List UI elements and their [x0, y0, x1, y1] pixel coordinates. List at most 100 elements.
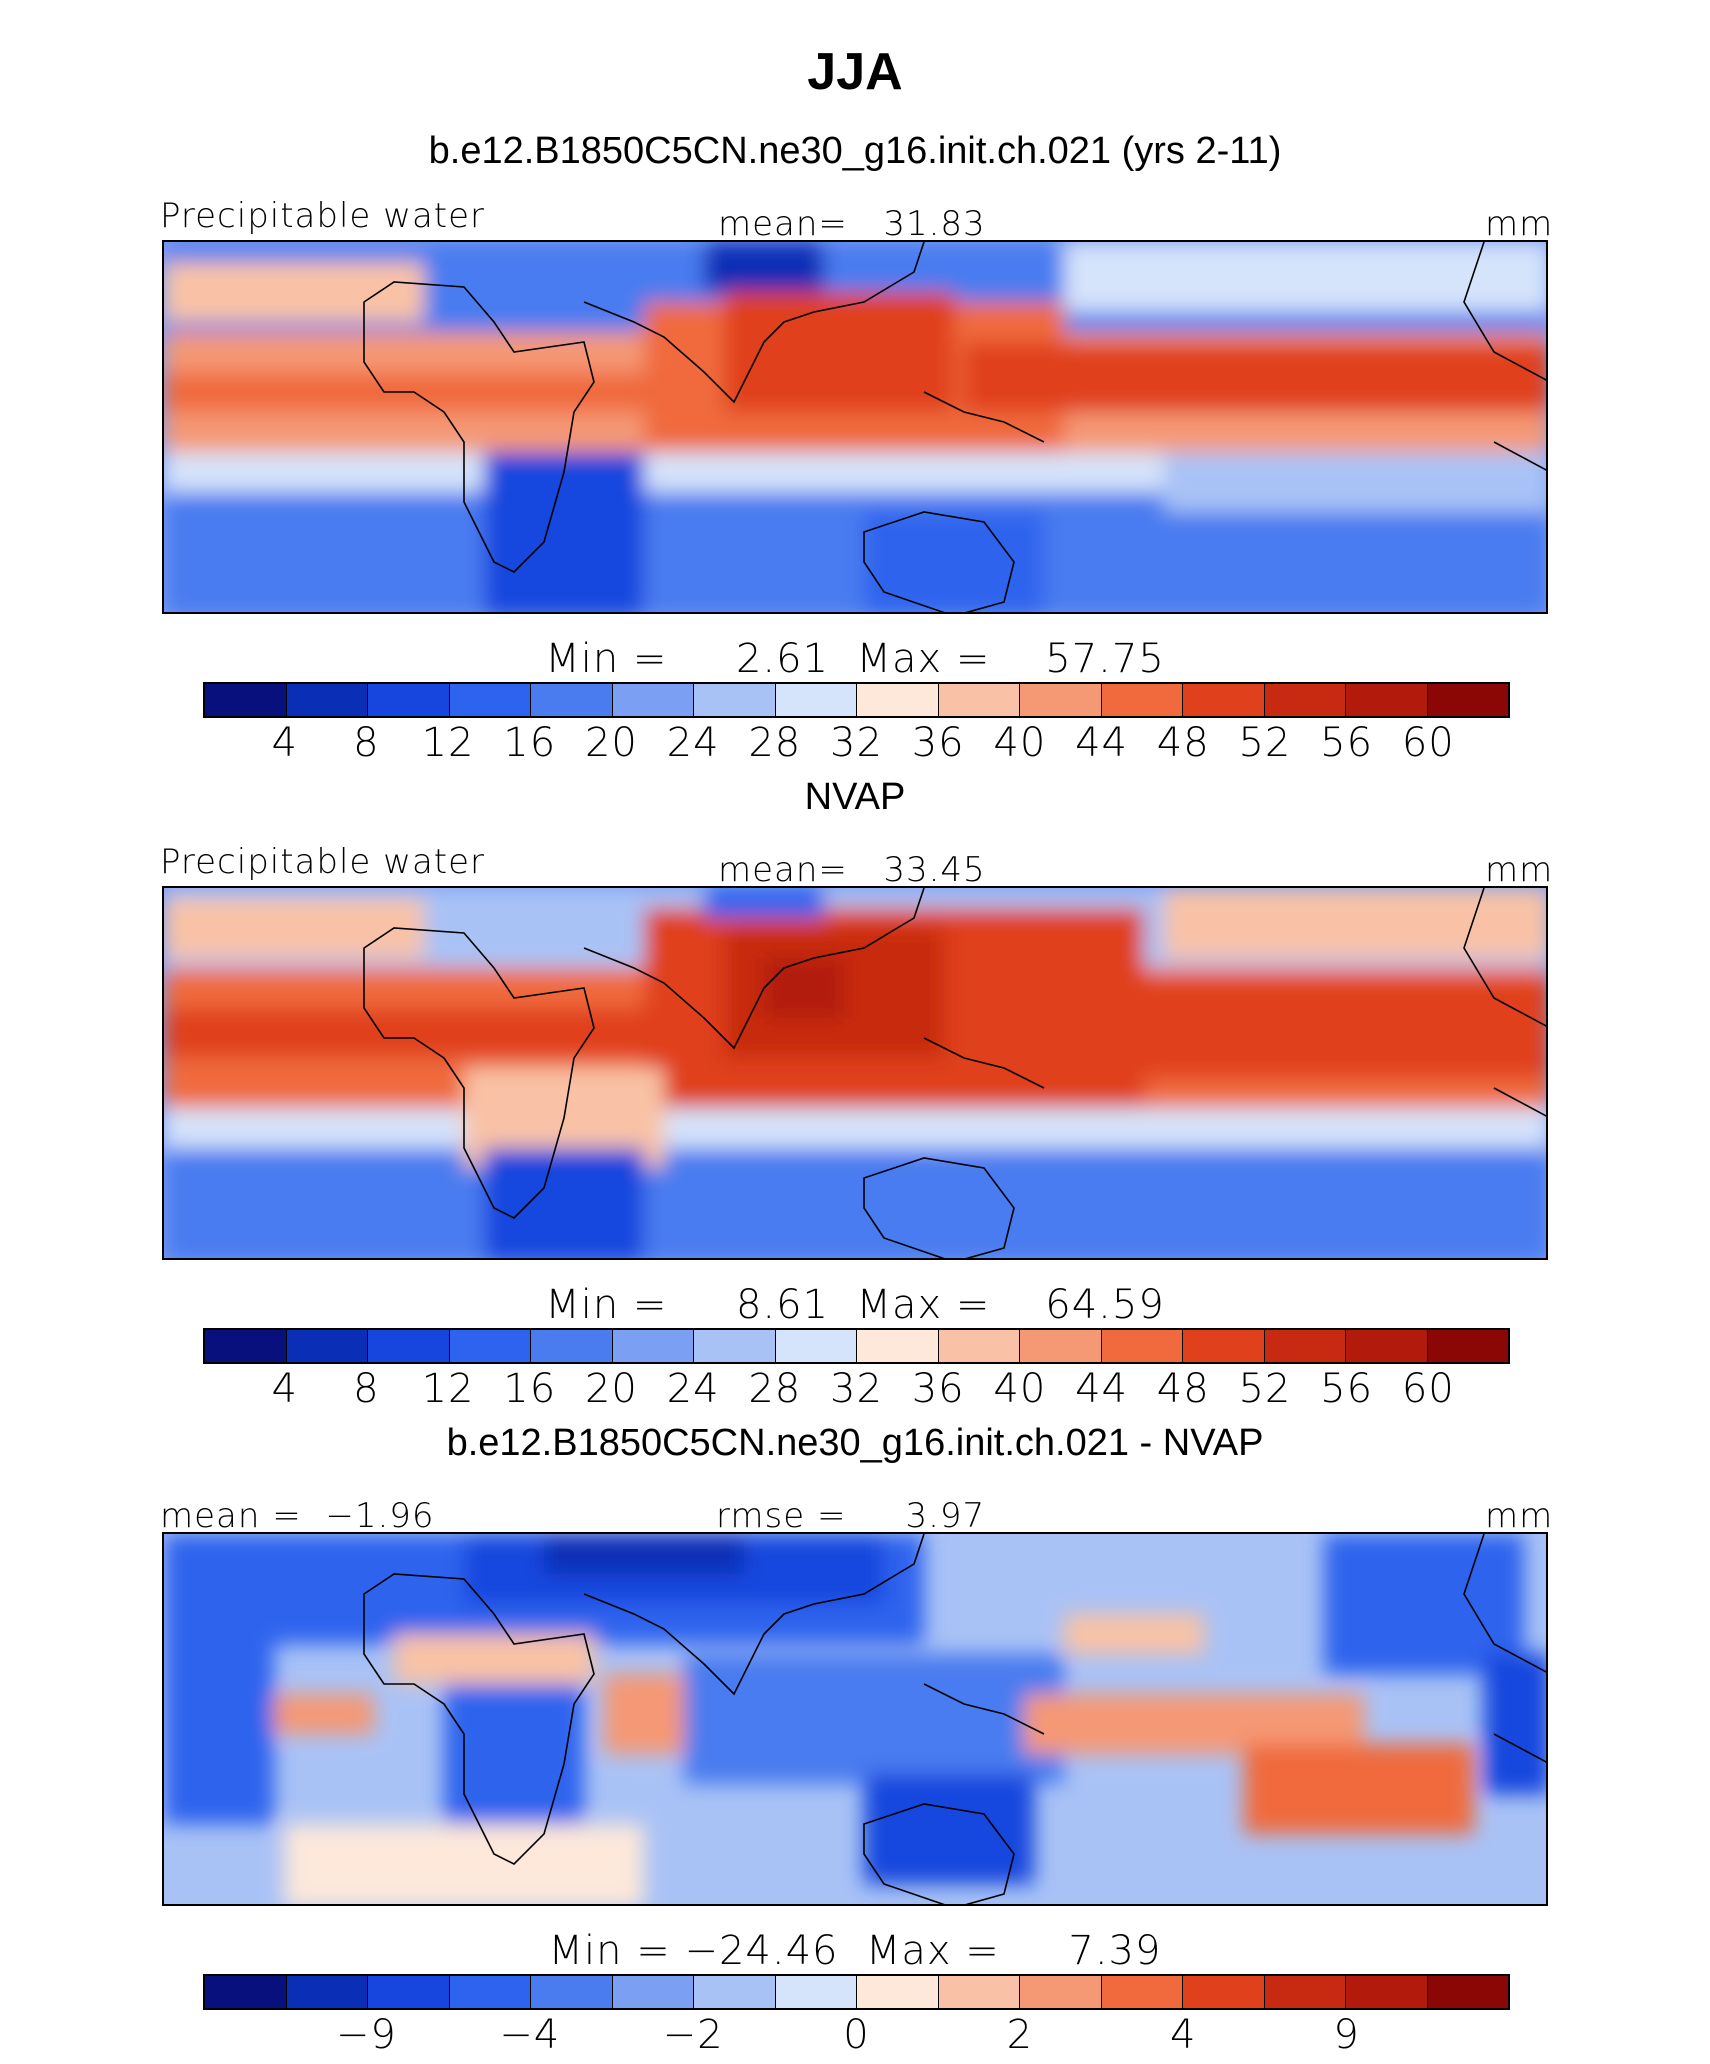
- panel3-colorbar-swatch: [368, 1976, 450, 2008]
- colorbar-tick-label: 52: [1238, 1366, 1292, 1412]
- panel1-colorbar-swatch: [694, 684, 776, 716]
- panel3-heatmap: [164, 1534, 1546, 1904]
- colorbar-tick-label: 12: [421, 1366, 475, 1412]
- panel1-colorbar: [203, 682, 1510, 718]
- panel2-colorbar-swatch: [531, 1330, 613, 1362]
- panel3-colorbar-swatch: [531, 1976, 613, 2008]
- panel2-minmax: Min = 8.61 Max = 64.59: [545, 1282, 1165, 1328]
- panel3-units-label: mm: [1485, 1496, 1554, 1536]
- panel1-map: [162, 240, 1548, 614]
- panel3-colorbar-swatch: [1427, 1976, 1508, 2008]
- colorbar-tick-label: 60: [1401, 1366, 1455, 1412]
- panel1-colorbar-swatch: [1101, 684, 1183, 716]
- colorbar-tick-label: 4: [271, 1366, 298, 1412]
- colorbar-tick-label: 48: [1156, 1366, 1210, 1412]
- colorbar-tick-label: −9: [335, 2012, 397, 2058]
- colorbar-tick-label: 4: [1170, 2012, 1197, 2058]
- panel3-colorbar-swatch: [938, 1976, 1020, 2008]
- panel1-colorbar-swatch: [531, 684, 613, 716]
- colorbar-tick-label: 20: [584, 720, 638, 766]
- panel1-colorbar-swatch: [775, 684, 857, 716]
- colorbar-tick-label: −2: [662, 2012, 724, 2058]
- colorbar-tick-label: 60: [1401, 720, 1455, 766]
- panel2-colorbar-swatch: [1264, 1330, 1346, 1362]
- panel1-colorbar-ticks: 4 8 12 16 20 24 28 32 36 40 44 48 52 56 60: [203, 720, 1510, 766]
- panel2-mean-label: mean= 33.45: [718, 850, 986, 890]
- colorbar-tick-label: 40: [993, 720, 1047, 766]
- colorbar-tick-label: 9: [1333, 2012, 1360, 2058]
- panel3-colorbar-swatch: [1020, 1976, 1102, 2008]
- panel1-variable-label: Precipitable water: [160, 196, 486, 236]
- panel2-colorbar-swatch: [1346, 1330, 1428, 1362]
- panel3-colorbar-swatch: [1101, 1976, 1183, 2008]
- panel3-colorbar-swatch: [1183, 1976, 1265, 2008]
- panel2-variable-label: Precipitable water: [160, 842, 486, 882]
- panel2-colorbar-swatch: [775, 1330, 857, 1362]
- panel3-minmax: Min = −24.46 Max = 7.39: [548, 1928, 1162, 1974]
- panel3-colorbar-swatch: [449, 1976, 531, 2008]
- panel1-units-label: mm: [1485, 204, 1554, 244]
- panel2-colorbar-ticks: 4 8 12 16 20 24 28 32 36 40 44 48 52 56 60: [203, 1366, 1510, 1412]
- colorbar-tick-label: 20: [584, 1366, 638, 1412]
- panel3-colorbar: [203, 1974, 1510, 2010]
- panel2-colorbar-swatch: [1427, 1330, 1508, 1362]
- panel3-rmse-label: rmse = 3.97: [716, 1496, 986, 1536]
- panel2-colorbar-swatch: [286, 1330, 368, 1362]
- panel1-colorbar-swatch: [1183, 684, 1265, 716]
- panel1-colorbar-swatch: [612, 684, 694, 716]
- panel1-mean-label: mean= 31.83: [718, 204, 986, 244]
- colorbar-tick-label: 12: [421, 720, 475, 766]
- colorbar-tick-label: 16: [503, 720, 557, 766]
- colorbar-tick-label: 28: [748, 720, 802, 766]
- panel1-colorbar-swatch: [286, 684, 368, 716]
- panel2-title: NVAP: [804, 776, 906, 818]
- panel1-colorbar-swatch: [857, 684, 939, 716]
- panel2-colorbar-swatch: [1101, 1330, 1183, 1362]
- panel2-colorbar-swatch: [449, 1330, 531, 1362]
- panel2-colorbar: [203, 1328, 1510, 1364]
- panel3-coastlines: [363, 1534, 1546, 1904]
- panel3-colorbar-swatch: [612, 1976, 694, 2008]
- colorbar-tick-label: 56: [1320, 720, 1374, 766]
- colorbar-tick-label: 32: [830, 720, 883, 766]
- panel1-colorbar-swatch: [1346, 684, 1428, 716]
- panel3-title: b.e12.B1850C5CN.ne30_g16.init.ch.021 - N…: [446, 1422, 1264, 1464]
- panel2-colorbar-swatch: [938, 1330, 1020, 1362]
- panel2-colorbar-swatch: [205, 1330, 287, 1362]
- panel1-colorbar-swatch: [449, 684, 531, 716]
- panel3-colorbar-swatch: [857, 1976, 939, 2008]
- panel2-colorbar-swatch: [1183, 1330, 1265, 1362]
- panel1-title: b.e12.B1850C5CN.ne30_g16.init.ch.021 (yr…: [428, 130, 1282, 172]
- panel2-heatmap: [164, 888, 1546, 1258]
- panel1-colorbar-swatch: [205, 684, 287, 716]
- panel1-heatmap: [164, 242, 1546, 612]
- colorbar-tick-label: 2: [1006, 2012, 1034, 2058]
- panel2-colorbar-swatch: [368, 1330, 450, 1362]
- panel2-colorbar-swatch: [857, 1330, 939, 1362]
- figure-title: JJA: [807, 43, 903, 101]
- colorbar-tick-label: 56: [1320, 1366, 1374, 1412]
- colorbar-tick-label: 36: [911, 1366, 965, 1412]
- panel1-colorbar-swatch: [368, 684, 450, 716]
- panel3-colorbar-swatch: [1346, 1976, 1428, 2008]
- colorbar-tick-label: 24: [666, 1366, 720, 1412]
- panel2-map: [162, 886, 1548, 1260]
- panel1-colorbar-swatch: [1264, 684, 1346, 716]
- panel2-colorbar-swatch: [694, 1330, 776, 1362]
- panel2-coastlines: [363, 888, 1546, 1258]
- panel1-colorbar-swatch: [1427, 684, 1508, 716]
- panel3-mean-label: mean = −1.96: [160, 1496, 435, 1536]
- panel3-colorbar-swatch: [1264, 1976, 1346, 2008]
- colorbar-tick-label: 16: [503, 1366, 557, 1412]
- colorbar-tick-label: 32: [830, 1366, 883, 1412]
- colorbar-tick-label: 40: [993, 1366, 1047, 1412]
- colorbar-tick-label: 48: [1156, 720, 1210, 766]
- panel1-coastlines: [363, 242, 1546, 612]
- panel3-colorbar-swatch: [775, 1976, 857, 2008]
- colorbar-tick-label: 52: [1238, 720, 1292, 766]
- panel2-colorbar-swatch: [1020, 1330, 1102, 1362]
- panel1-minmax: Min = 2.61 Max = 57.75: [545, 636, 1165, 682]
- colorbar-tick-label: 4: [271, 720, 298, 766]
- colorbar-tick-label: 8: [353, 720, 380, 766]
- panel1-colorbar-swatch: [1020, 684, 1102, 716]
